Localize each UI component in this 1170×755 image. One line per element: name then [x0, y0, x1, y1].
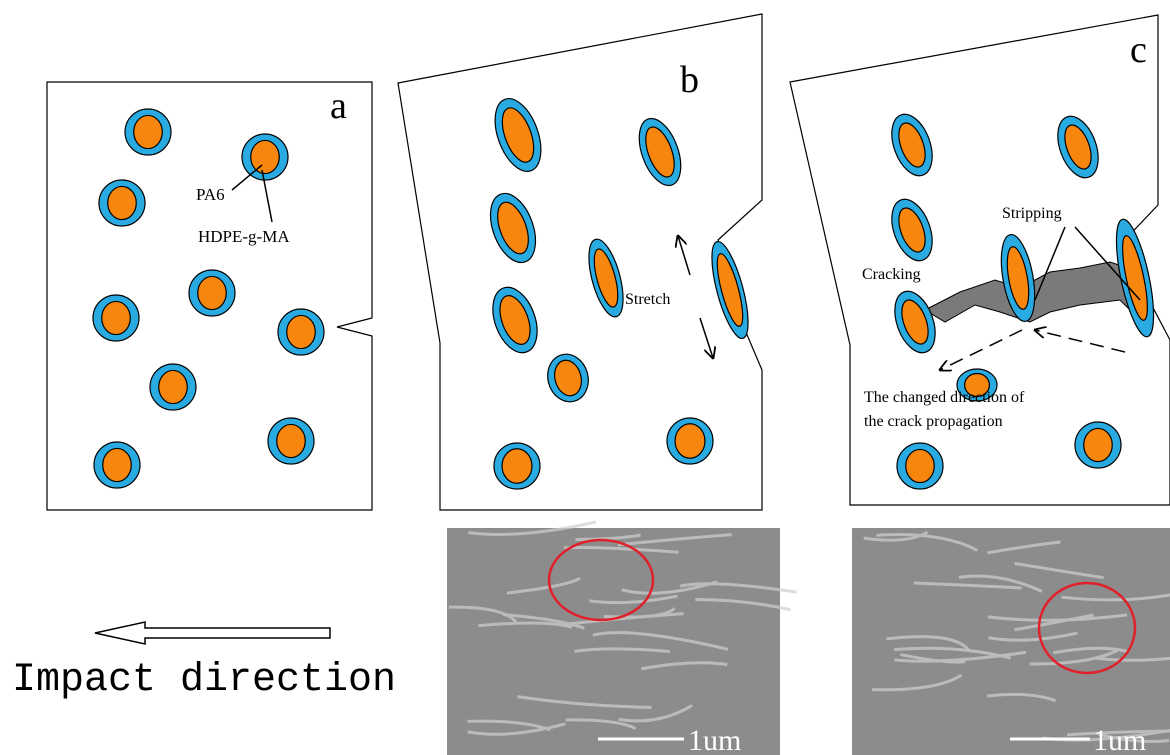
particle	[897, 443, 943, 489]
particle	[277, 424, 306, 457]
scale-bar-label: 1um	[1093, 724, 1146, 755]
particle	[93, 295, 139, 341]
panel-label: c	[1130, 29, 1147, 71]
particle	[675, 424, 705, 459]
particle	[159, 370, 188, 403]
annotation: PA6	[196, 185, 225, 204]
particle	[268, 418, 314, 464]
panel-label: b	[680, 59, 699, 101]
figure: a PA6 HDPE-g-MA b Stretch c Stripping Cr…	[0, 0, 1170, 755]
particle	[189, 270, 235, 316]
particle	[125, 109, 171, 155]
particle	[1084, 428, 1113, 461]
particle	[494, 443, 540, 489]
annotation: the crack propagation	[864, 413, 1003, 430]
annotation: Cracking	[862, 266, 921, 283]
scale-bar-label: 1um	[688, 724, 741, 755]
particle	[150, 364, 196, 410]
annotation: Stripping	[1002, 205, 1062, 222]
annotation: Stretch	[625, 291, 670, 308]
impact-label: Impact direction	[12, 658, 396, 703]
particle	[198, 276, 227, 309]
panel-a: a PA6 HDPE-g-MA	[47, 82, 372, 510]
panel-c: c Stripping Cracking The changed directi…	[790, 15, 1170, 505]
annotation: The changed direction of	[864, 389, 1025, 406]
particle	[502, 449, 532, 484]
particle	[906, 449, 935, 482]
particle	[108, 186, 137, 219]
particle	[94, 442, 140, 488]
sem-image-b: 1um	[447, 522, 797, 755]
particle	[102, 301, 131, 334]
particle	[667, 418, 713, 464]
particle	[1075, 422, 1121, 468]
particle	[103, 448, 132, 481]
particle	[99, 180, 145, 226]
particle	[251, 140, 280, 173]
particle	[278, 309, 324, 355]
panel-label: a	[330, 85, 347, 127]
impact-arrow: Impact direction	[12, 622, 396, 703]
particle	[287, 315, 316, 348]
sem-image-c: 1um	[852, 528, 1170, 755]
particle	[134, 115, 163, 148]
annotation: HDPE-g-MA	[198, 227, 290, 246]
panel-b: b Stretch	[398, 14, 762, 510]
particle	[242, 134, 288, 180]
